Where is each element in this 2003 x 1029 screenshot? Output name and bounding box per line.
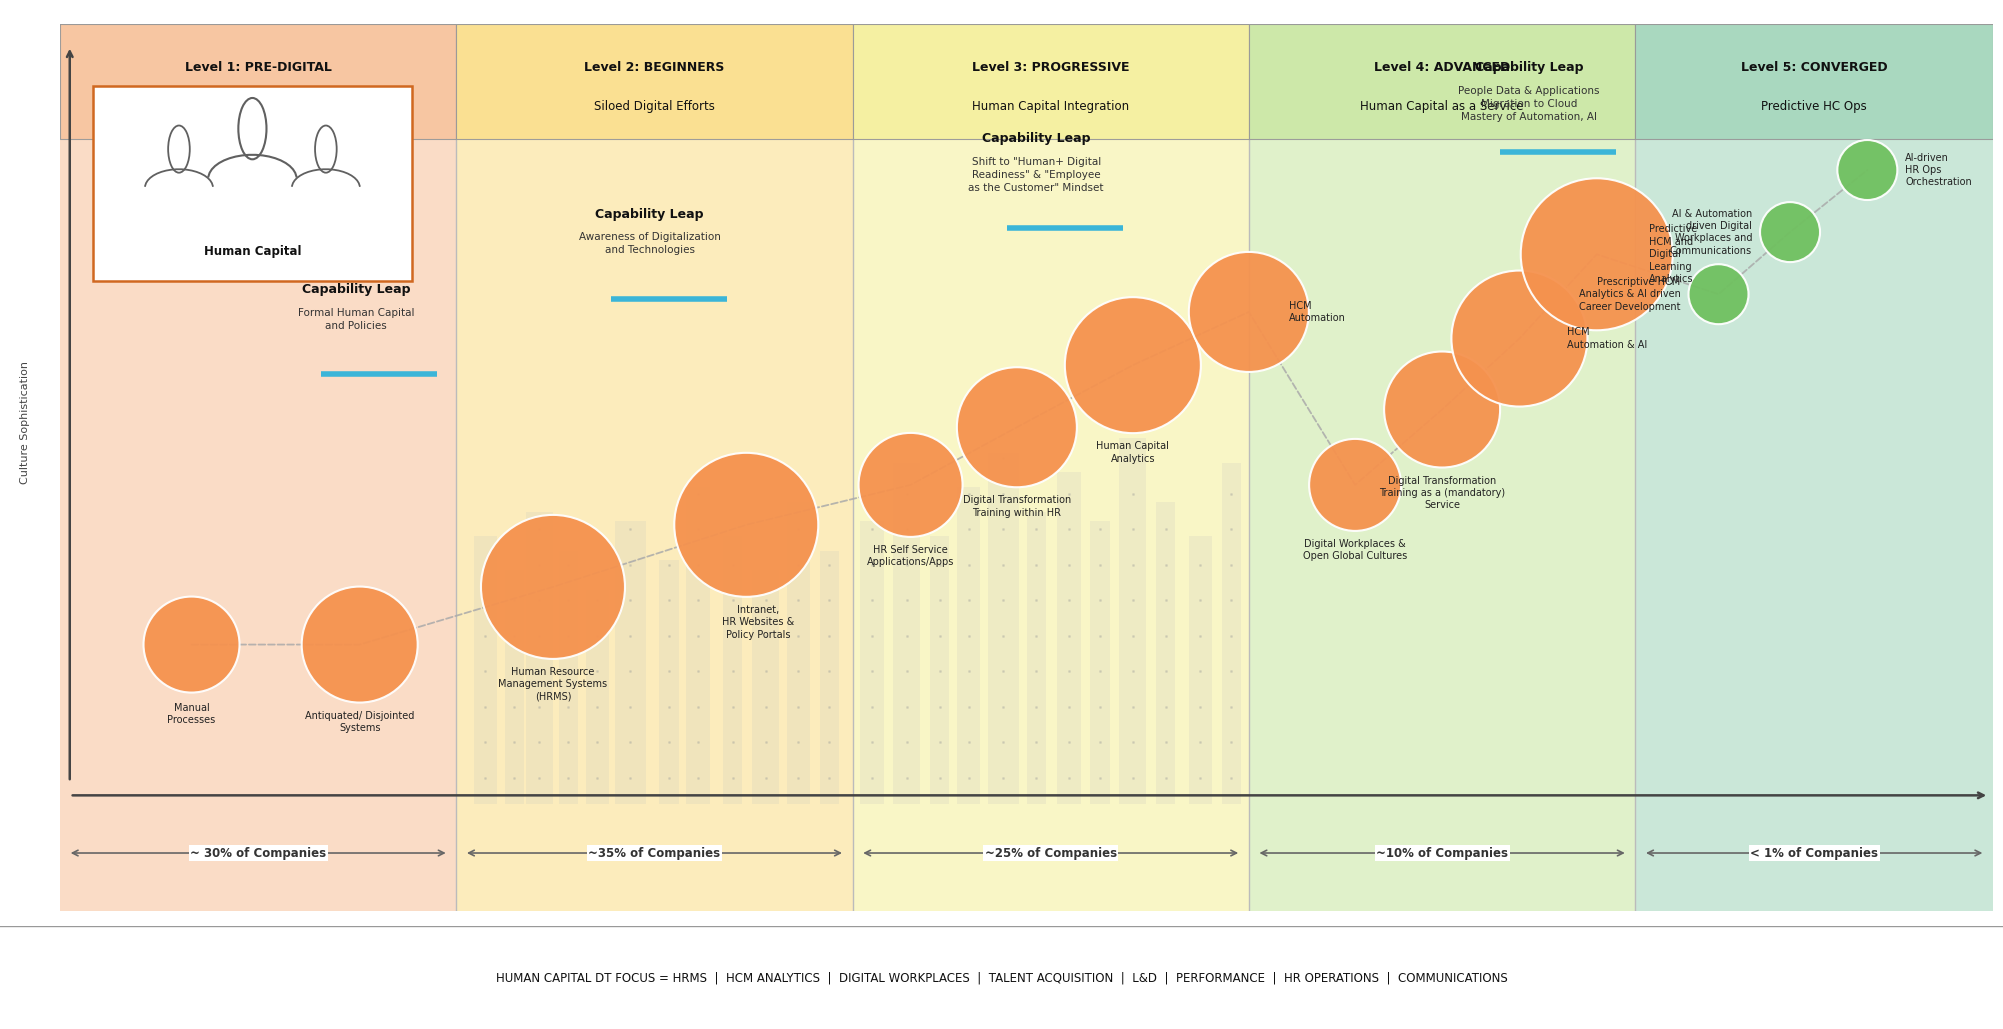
Bar — [60, 24, 457, 139]
Text: Capability Leap: Capability Leap — [302, 283, 411, 296]
Bar — [527, 511, 553, 805]
Ellipse shape — [957, 367, 1078, 488]
Bar — [893, 463, 919, 805]
Text: < 1% of Companies: < 1% of Companies — [1751, 847, 1879, 859]
Bar — [853, 24, 1248, 911]
Text: Human Capital: Human Capital — [204, 245, 300, 258]
Ellipse shape — [1837, 140, 1897, 200]
Bar — [457, 24, 853, 911]
Bar — [1026, 511, 1046, 805]
Text: Human Resource
Management Systems
(HRMS): Human Resource Management Systems (HRMS) — [499, 667, 607, 702]
Bar — [751, 570, 779, 805]
Ellipse shape — [1190, 252, 1308, 371]
Bar — [659, 561, 679, 805]
Ellipse shape — [1066, 297, 1202, 433]
Bar — [559, 551, 579, 805]
Text: Manual
Processes: Manual Processes — [168, 703, 216, 725]
Bar — [819, 551, 839, 805]
Text: Digital Workplaces &
Open Global Cultures: Digital Workplaces & Open Global Culture… — [1304, 539, 1408, 561]
Bar — [853, 24, 1248, 139]
Text: People Data & Applications
Migration to Cloud
Mastery of Automation, AI: People Data & Applications Migration to … — [1458, 85, 1600, 122]
Bar — [929, 536, 949, 805]
Bar — [1248, 24, 1634, 139]
Bar — [1634, 24, 1993, 911]
Text: Human Capital
Analytics: Human Capital Analytics — [1096, 441, 1170, 463]
Bar — [1634, 24, 1993, 139]
Text: Level 1: PRE-DIGITAL: Level 1: PRE-DIGITAL — [184, 61, 332, 74]
Ellipse shape — [144, 597, 240, 693]
Text: AI & Automation
driven Digital
Workplaces and
Communications: AI & Automation driven Digital Workplace… — [1671, 209, 1753, 256]
Ellipse shape — [1452, 271, 1588, 406]
Bar — [1156, 502, 1176, 805]
Bar — [615, 522, 645, 805]
Bar — [787, 502, 809, 805]
Text: ~35% of Companies: ~35% of Companies — [589, 847, 721, 859]
Text: Manual, Reactive & Disparate: Manual, Reactive & Disparate — [170, 100, 347, 113]
Text: Capability Leap: Capability Leap — [981, 132, 1090, 145]
Text: Human Capital Integration: Human Capital Integration — [971, 100, 1130, 113]
Text: Awareness of Digitalization
and Technologies: Awareness of Digitalization and Technolo… — [579, 233, 721, 255]
Text: AI-driven
HR Ops
Orchestration: AI-driven HR Ops Orchestration — [1905, 152, 1973, 187]
Text: Culture Sophistication: Culture Sophistication — [20, 361, 30, 485]
Ellipse shape — [1689, 264, 1749, 324]
Text: Human Capital as a Service: Human Capital as a Service — [1360, 100, 1524, 113]
Ellipse shape — [1520, 178, 1673, 330]
Text: Prescriptive HCM
Analytics & AI driven
Career Development: Prescriptive HCM Analytics & AI driven C… — [1578, 277, 1681, 312]
Ellipse shape — [302, 587, 419, 703]
Text: Antiquated/ Disjointed
Systems: Antiquated/ Disjointed Systems — [304, 711, 415, 733]
Text: Intranet,
HR Websites &
Policy Portals: Intranet, HR Websites & Policy Portals — [723, 605, 795, 640]
Bar — [987, 453, 1020, 805]
Bar — [957, 487, 979, 805]
FancyBboxPatch shape — [92, 85, 413, 281]
Text: Predictive
HCM and
Digital
Learning
Analytics: Predictive HCM and Digital Learning Anal… — [1648, 224, 1697, 284]
Text: Siloed Digital Efforts: Siloed Digital Efforts — [595, 100, 715, 113]
Bar — [1248, 24, 1634, 911]
Text: Capability Leap: Capability Leap — [595, 208, 703, 220]
Text: Digital Transformation
Training as a (mandatory)
Service: Digital Transformation Training as a (ma… — [1378, 475, 1504, 510]
Bar — [687, 487, 709, 805]
Bar — [1190, 536, 1212, 805]
Bar — [585, 590, 609, 805]
Text: ~10% of Companies: ~10% of Companies — [1376, 847, 1508, 859]
Text: Digital Transformation
Training within HR: Digital Transformation Training within H… — [963, 495, 1072, 518]
Text: Level 2: BEGINNERS: Level 2: BEGINNERS — [585, 61, 725, 74]
Text: HCM
Automation: HCM Automation — [1288, 300, 1346, 323]
Text: Capability Leap: Capability Leap — [1474, 62, 1582, 74]
Bar — [60, 24, 457, 911]
Ellipse shape — [675, 453, 819, 597]
Ellipse shape — [1310, 439, 1402, 531]
Bar — [1120, 438, 1146, 805]
Text: HCM
Automation & AI: HCM Automation & AI — [1568, 327, 1648, 350]
Text: ~25% of Companies: ~25% of Companies — [985, 847, 1118, 859]
Bar — [723, 536, 743, 805]
Bar — [1090, 522, 1110, 805]
Text: Predictive HC Ops: Predictive HC Ops — [1761, 100, 1867, 113]
Text: Level 3: PROGRESSIVE: Level 3: PROGRESSIVE — [971, 61, 1130, 74]
Ellipse shape — [1384, 352, 1500, 467]
Bar — [505, 570, 525, 805]
Text: Level 5: CONVERGED: Level 5: CONVERGED — [1741, 61, 1887, 74]
Ellipse shape — [481, 514, 625, 659]
Bar — [1058, 472, 1082, 805]
Ellipse shape — [859, 433, 963, 537]
Text: ~ 30% of Companies: ~ 30% of Companies — [190, 847, 326, 859]
Bar — [861, 522, 883, 805]
Text: Formal Human Capital
and Policies: Formal Human Capital and Policies — [298, 308, 415, 330]
Text: Level 4: ADVANCED: Level 4: ADVANCED — [1374, 61, 1510, 74]
Bar — [475, 536, 497, 805]
Text: HR Self Service
Applications/Apps: HR Self Service Applications/Apps — [867, 545, 953, 567]
Text: HUMAN CAPITAL DT FOCUS = HRMS  |  HCM ANALYTICS  |  DIGITAL WORKPLACES  |  TALEN: HUMAN CAPITAL DT FOCUS = HRMS | HCM ANAL… — [495, 971, 1508, 984]
Ellipse shape — [1761, 202, 1821, 262]
Bar — [457, 24, 853, 139]
Bar — [1222, 463, 1242, 805]
Text: Shift to "Human+ Digital
Readiness" & "Employee
as the Customer" Mindset: Shift to "Human+ Digital Readiness" & "E… — [969, 156, 1104, 193]
